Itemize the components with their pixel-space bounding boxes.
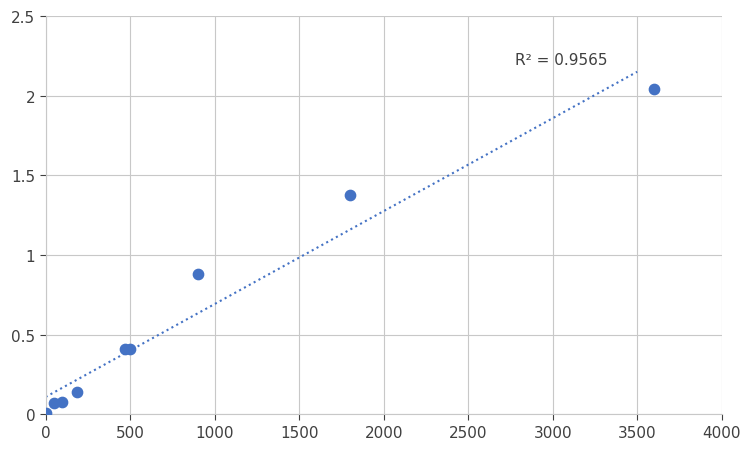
Point — [40, 410, 52, 417]
Point — [71, 389, 83, 396]
Text: R² = 0.9565: R² = 0.9565 — [515, 53, 608, 68]
Point — [344, 192, 356, 199]
Point — [124, 346, 136, 353]
Point — [192, 271, 204, 278]
Point — [119, 346, 131, 353]
Point — [47, 400, 59, 407]
Point — [56, 398, 68, 405]
Point — [648, 87, 660, 94]
